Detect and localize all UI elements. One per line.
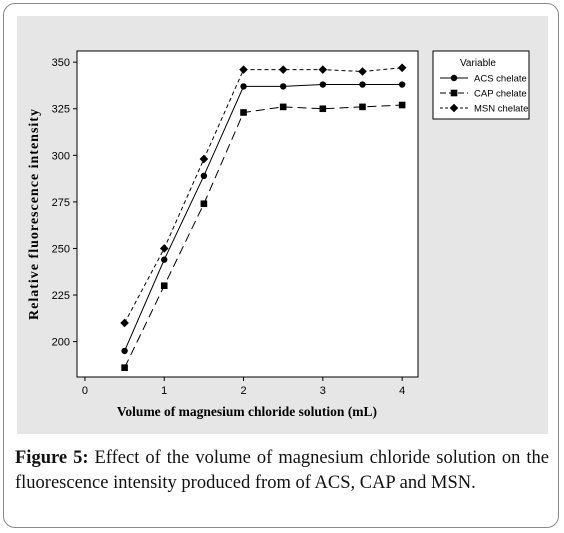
legend-box (432, 50, 530, 120)
x-axis: 0 1 2 3 4 (82, 377, 405, 397)
legend-label: ACS chelate (474, 74, 527, 85)
legend-marker (450, 74, 458, 82)
y-tick-label: 325 (52, 104, 70, 116)
figure-caption-text: Effect of the volume of magnesium chlori… (15, 448, 550, 493)
x-axis-label: Volume of magnesium chloride solution (m… (117, 404, 377, 419)
series-line-1 (124, 104, 403, 368)
data-point (319, 105, 327, 113)
y-axis: 200 225 250 275 300 325 350 (52, 57, 77, 349)
y-tick-label: 275 (52, 197, 70, 209)
legend-items: ACS chelate CAP chelate MSN chelate (440, 74, 528, 115)
data-point (121, 347, 128, 355)
data-point (359, 103, 366, 111)
legend-title: Variable (460, 58, 496, 69)
legend-label: CAP chelate (474, 89, 527, 100)
series-line-0 (124, 84, 403, 352)
legend: Variable ACS chelate CAP chelate MSN chela… (432, 50, 530, 120)
x-tick-label: 2 (240, 385, 246, 397)
y-tick-label: 225 (52, 290, 70, 302)
x-tick-label: 4 (399, 385, 405, 397)
data-point (120, 318, 129, 328)
data-point (200, 200, 208, 208)
data-point (160, 282, 168, 290)
data-point (240, 83, 247, 90)
plot-area (76, 50, 419, 378)
data-point (200, 172, 208, 180)
data-point (318, 65, 328, 74)
x-tick-label: 3 (320, 385, 326, 397)
y-axis-label: Relative fluorescence intensity (27, 108, 42, 320)
data-point (279, 83, 287, 90)
legend-marker (449, 103, 459, 113)
y-tick-label: 250 (52, 243, 70, 255)
series-layer (120, 63, 407, 371)
data-point (239, 65, 248, 74)
data-point (319, 81, 327, 88)
legend-label: MSN chelate (474, 104, 528, 115)
series-line-2 (124, 67, 403, 324)
x-tick-label: 0 (82, 385, 88, 397)
figure-label: Figure 5: (15, 448, 89, 468)
y-tick-label: 350 (52, 57, 70, 69)
figure-caption: Figure 5: Effect of the volume of magnes… (15, 446, 549, 496)
data-point (359, 81, 366, 88)
data-point (159, 244, 169, 253)
y-tick-label: 200 (52, 337, 70, 349)
x-tick-label: 1 (161, 385, 167, 397)
data-point (398, 101, 406, 109)
data-point (278, 65, 288, 74)
legend-marker (450, 89, 458, 97)
data-point (199, 154, 209, 164)
data-point (358, 67, 367, 76)
data-point (240, 109, 247, 116)
data-point (398, 81, 406, 88)
data-point (161, 256, 168, 263)
data-point (279, 103, 287, 111)
y-tick-label: 300 (52, 150, 70, 162)
data-point (397, 63, 407, 73)
data-point (121, 364, 128, 371)
